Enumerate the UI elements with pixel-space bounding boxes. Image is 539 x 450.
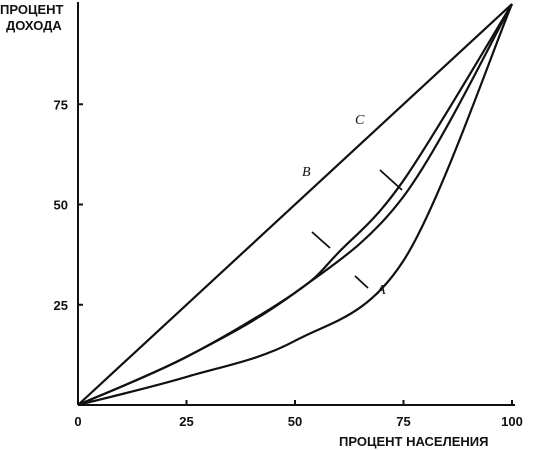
y-tick-label: 25 (54, 298, 68, 313)
x-axis-label: ПРОЦЕНТ НАСЕЛЕНИЯ (339, 434, 488, 449)
curve-pointer-mark (354, 275, 369, 289)
y-tick-label: 50 (54, 198, 68, 213)
series-label-b: B (302, 165, 311, 180)
series-line-unlabeled (77, 3, 513, 407)
curve-pointer-mark (379, 169, 403, 191)
series-label-c: C (355, 113, 365, 128)
y-axis-label-line1: ПРОЦЕНТ (0, 2, 64, 17)
series-label-a: A (376, 283, 386, 298)
x-tick-label: 25 (179, 414, 193, 429)
x-tick-label: 75 (396, 414, 410, 429)
x-tick-label: 100 (501, 414, 523, 429)
x-tick-label: 0 (74, 414, 81, 429)
y-axis-label-line2: ДОХОДА (6, 18, 62, 33)
x-tick-label: 50 (288, 414, 302, 429)
curves: C B A (77, 3, 514, 407)
series-line-a (77, 3, 514, 407)
y-tick-label: 75 (54, 97, 68, 112)
curve-pointer-mark (311, 231, 331, 249)
tick-labels: 0 25 50 75 100 25 50 75 (54, 97, 523, 429)
series-line-c (77, 3, 513, 406)
